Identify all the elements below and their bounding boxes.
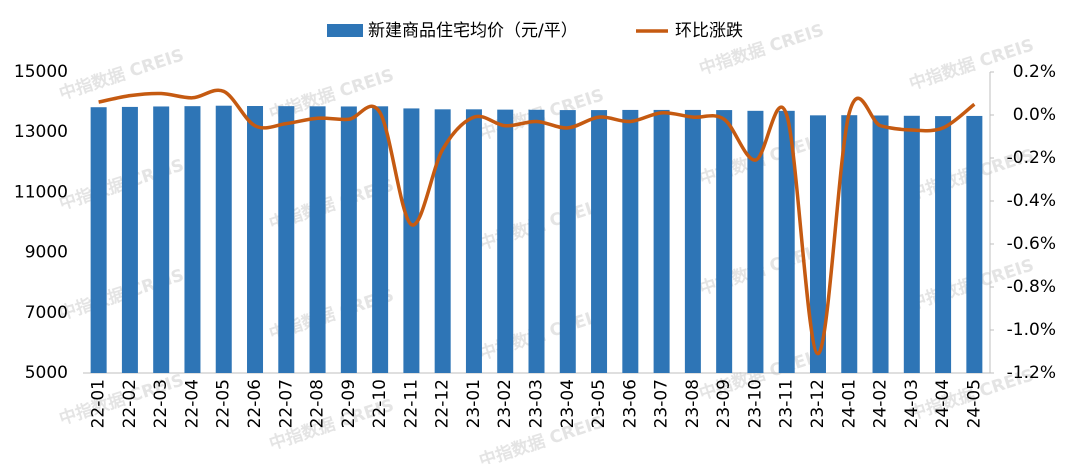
x-tick-label: 24-01 xyxy=(839,379,859,428)
y-tick-label: 7000 xyxy=(25,303,68,323)
x-tick-label: 23-06 xyxy=(620,379,640,428)
y-tick-label: 9000 xyxy=(25,243,68,263)
bar xyxy=(872,115,889,373)
x-tick-label: 23-07 xyxy=(652,379,672,428)
bar xyxy=(935,116,952,373)
bar xyxy=(278,106,295,373)
x-tick-label: 23-04 xyxy=(558,379,578,428)
y2-tick-label: -0.4% xyxy=(1007,191,1056,211)
bar xyxy=(215,105,232,373)
x-tick-label: 23-11 xyxy=(777,379,797,428)
bar xyxy=(309,106,326,374)
x-tick-label: 22-02 xyxy=(120,379,140,428)
bar xyxy=(403,108,420,374)
bar xyxy=(622,109,639,374)
bar xyxy=(247,106,264,373)
bar xyxy=(966,115,983,374)
x-tick-label: 24-03 xyxy=(902,379,922,428)
x-tick-label: 22-01 xyxy=(89,379,109,428)
y-tick-label: 11000 xyxy=(14,182,68,202)
y2-tick-label: 0.0% xyxy=(1013,105,1056,125)
x-tick-label: 24-05 xyxy=(964,379,984,428)
x-tick-label: 22-05 xyxy=(214,379,234,428)
x-tick-label: 22-11 xyxy=(401,379,421,428)
x-tick-label: 23-08 xyxy=(683,379,703,428)
bar xyxy=(153,106,170,373)
legend-label: 新建商品住宅均价（元/平） xyxy=(368,21,578,41)
x-tick-label: 23-09 xyxy=(714,379,734,428)
bar xyxy=(591,110,608,373)
y2-tick-label: -0.2% xyxy=(1007,148,1056,168)
x-tick-label: 22-07 xyxy=(276,379,296,428)
x-tick-label: 23-01 xyxy=(464,379,484,428)
bar xyxy=(684,109,701,374)
x-tick-label: 22-04 xyxy=(182,379,202,428)
y-tick-label: 15000 xyxy=(14,62,68,82)
legend-label: 环比涨跌 xyxy=(675,21,743,41)
legend-swatch xyxy=(327,24,363,37)
bar xyxy=(716,110,733,373)
bar xyxy=(809,115,826,374)
x-tick-label: 22-03 xyxy=(151,379,171,428)
x-tick-label: 23-12 xyxy=(808,379,828,428)
bar xyxy=(841,115,858,374)
bar xyxy=(121,106,138,373)
bar xyxy=(465,109,482,373)
y-tick-label: 5000 xyxy=(25,363,68,383)
y2-tick-label: -1.0% xyxy=(1007,320,1056,340)
line xyxy=(98,88,976,356)
x-tick-label: 22-06 xyxy=(245,379,265,428)
y2-tick-label: -0.8% xyxy=(1007,277,1056,297)
x-tick-label: 23-10 xyxy=(745,379,765,428)
bar xyxy=(497,109,514,373)
x-tick-label: 24-04 xyxy=(933,379,953,428)
x-tick-label: 22-08 xyxy=(308,379,328,428)
y-tick-label: 13000 xyxy=(14,122,68,142)
bar xyxy=(778,110,795,373)
bar xyxy=(184,106,201,373)
bar xyxy=(90,107,107,373)
bar xyxy=(559,110,576,373)
y2-tick-label: -0.6% xyxy=(1007,234,1056,254)
y2-tick-label: 0.2% xyxy=(1013,62,1056,82)
bar xyxy=(434,109,451,373)
x-tick-label: 22-09 xyxy=(339,379,359,428)
bar xyxy=(903,115,920,373)
bar xyxy=(653,109,670,374)
bar xyxy=(340,106,357,373)
x-tick-label: 22-10 xyxy=(370,379,390,428)
x-tick-label: 23-02 xyxy=(495,379,515,428)
y2-tick-label: -1.2% xyxy=(1007,363,1056,383)
x-tick-label: 24-02 xyxy=(871,379,891,428)
x-tick-label: 23-03 xyxy=(527,379,547,428)
bar xyxy=(528,109,545,373)
bar xyxy=(372,106,389,374)
x-tick-label: 23-05 xyxy=(589,379,609,428)
bar xyxy=(747,110,764,373)
x-tick-label: 22-12 xyxy=(433,379,453,428)
